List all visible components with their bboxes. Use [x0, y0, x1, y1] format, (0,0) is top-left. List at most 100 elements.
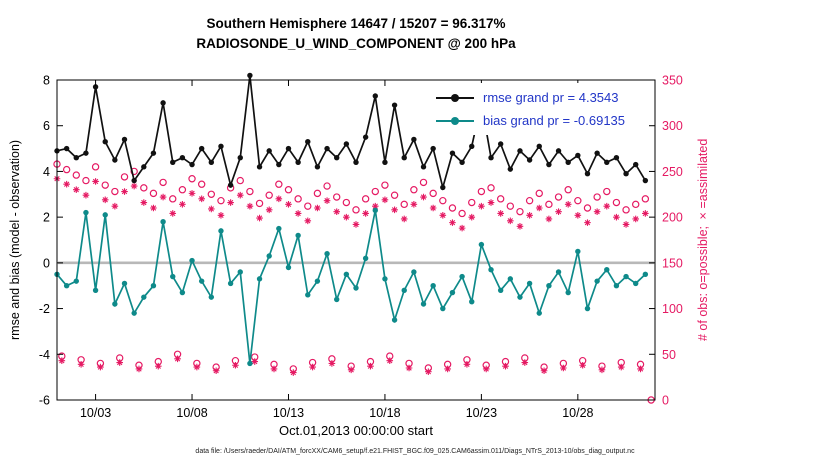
bias-point [121, 280, 128, 287]
bias-point [237, 269, 243, 275]
possible-obs-marker [381, 181, 389, 189]
bias-point [179, 289, 186, 296]
possible-obs-marker [82, 176, 90, 185]
bias-point [575, 248, 581, 255]
bias-point [295, 232, 301, 239]
bias-point [449, 289, 456, 296]
bias-point [642, 271, 649, 277]
legend-entry-bias: bias grand pr = -0.69135 [436, 109, 625, 132]
possible-obs-marker [313, 189, 322, 198]
possible-obs-marker [583, 204, 592, 212]
rmse-point [459, 159, 465, 165]
possible-obs-marker [159, 178, 167, 187]
right-tick-label: 200 [662, 211, 683, 225]
assimilated-obs-marker [526, 212, 533, 219]
left-tick-label: -4 [39, 348, 50, 362]
possible-obs-marker [207, 190, 216, 198]
assimilated-obs-marker [603, 202, 611, 210]
bias-point [63, 283, 70, 289]
assimilated-obs-marker [323, 197, 331, 204]
bias-point [189, 257, 195, 264]
assimilated-obs-marker [425, 368, 432, 375]
assimilated-obs-marker [400, 215, 408, 223]
possible-obs-marker [265, 191, 273, 199]
assimilated-obs-marker [198, 195, 205, 203]
rmse-point [497, 141, 504, 147]
possible-obs-marker [333, 193, 341, 201]
bias-point [314, 278, 321, 284]
rmse-point [276, 161, 282, 168]
possible-obs-marker [496, 195, 505, 203]
assimilated-obs-marker [487, 199, 495, 206]
bias-point [584, 305, 591, 312]
assimilated-obs-marker [405, 364, 413, 372]
assimilated-obs-marker [420, 193, 427, 201]
rmse-point [440, 184, 446, 191]
assimilated-obs-marker [429, 204, 437, 212]
bias-point [160, 219, 166, 225]
possible-obs-marker [197, 180, 206, 188]
assimilated-obs-marker [613, 213, 620, 221]
rmse-point [112, 157, 118, 163]
rmse-point [218, 143, 224, 149]
assimilated-obs-marker [593, 208, 601, 215]
bias-point [488, 267, 494, 273]
left-tick-label: 2 [43, 211, 50, 225]
rmse-point [208, 159, 215, 165]
bias-point [208, 294, 215, 300]
rmse-point [449, 150, 456, 156]
assimilated-obs-marker [333, 208, 341, 215]
rmse-point [575, 152, 581, 159]
rmse-point [594, 150, 600, 156]
assimilated-obs-marker [367, 362, 374, 370]
assimilated-obs-marker [275, 195, 283, 203]
possible-obs-marker [188, 175, 196, 183]
assimilated-obs-marker [545, 215, 553, 223]
assimilated-obs-marker [444, 365, 451, 373]
bias-point [198, 278, 205, 284]
possible-obs-marker [458, 209, 466, 218]
chart-title-line2: RADIOSONDE_U_WIND_COMPONENT @ 200 hPa [196, 36, 516, 51]
bias-line-sample [436, 116, 474, 126]
rmse-sample-marker [451, 93, 459, 102]
bias-point [334, 296, 340, 303]
bias-line [56, 210, 646, 364]
assimilated-obs-marker [555, 208, 562, 215]
bias-point [362, 255, 369, 261]
bias-point [170, 273, 176, 280]
assimilated-obs-marker [304, 217, 312, 225]
possible-obs-marker [574, 196, 582, 205]
assimilated-obs-marker [535, 204, 543, 212]
assimilated-obs-marker [642, 210, 649, 217]
assimilated-obs-marker [188, 190, 196, 197]
rmse-point [633, 161, 639, 168]
bias-point [266, 253, 272, 259]
x-tick-label: 10/08 [176, 406, 207, 420]
assimilated-obs-marker [227, 199, 234, 206]
possible-obs-marker [390, 191, 399, 199]
rmse-point [305, 139, 311, 145]
rmse-point [314, 164, 321, 170]
right-tick-label: 250 [662, 165, 683, 179]
assimilated-obs-marker [150, 204, 157, 212]
assimilated-obs-marker [507, 217, 514, 225]
bias-point [372, 207, 378, 213]
rmse-point [411, 136, 417, 143]
bias-point [507, 276, 514, 282]
assimilated-obs-marker [362, 210, 369, 217]
bias-point [391, 317, 398, 323]
possible-obs-marker [410, 186, 418, 194]
assimilated-obs-marker [314, 204, 321, 212]
rmse-point [170, 159, 176, 165]
plot-box [56, 79, 656, 401]
possible-obs-marker [284, 186, 293, 194]
possible-obs-marker [217, 196, 225, 205]
right-tick-label: 350 [662, 74, 683, 88]
assimilated-obs-marker [265, 206, 273, 214]
assimilated-obs-marker [193, 363, 201, 371]
rmse-point [420, 164, 427, 170]
possible-obs-marker [361, 195, 370, 203]
possible-obs-marker [632, 200, 640, 209]
assimilated-obs-marker [521, 359, 529, 366]
possible-obs-marker [439, 196, 447, 205]
